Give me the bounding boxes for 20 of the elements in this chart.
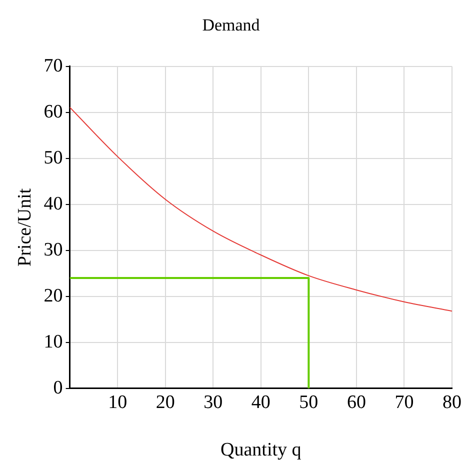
x-tick-label: 50	[299, 392, 318, 413]
x-tick-label: 10	[108, 392, 128, 413]
y-tick-label: 70	[44, 55, 63, 76]
y-tick-label: 50	[44, 147, 63, 168]
x-tick-label: 30	[204, 392, 223, 413]
x-tick-label: 40	[251, 392, 270, 413]
x-axis-title: Quantity q	[220, 440, 302, 461]
x-tick-label: 80	[442, 392, 462, 413]
x-tick-label: 20	[156, 392, 175, 413]
line-series	[70, 106, 452, 312]
y-tick-label: 0	[53, 377, 63, 398]
y-tick-label: 20	[44, 285, 63, 306]
y-axis-title: Price/Unit	[14, 188, 36, 266]
x-tick-label: 70	[394, 392, 414, 413]
chart-title: Demand	[202, 16, 260, 35]
y-tick-label: 60	[44, 101, 63, 122]
y-tick-label: 40	[44, 193, 63, 214]
y-tick-label: 10	[44, 331, 63, 352]
x-tick-label: 60	[346, 392, 366, 413]
y-tick-label: 30	[44, 239, 63, 260]
